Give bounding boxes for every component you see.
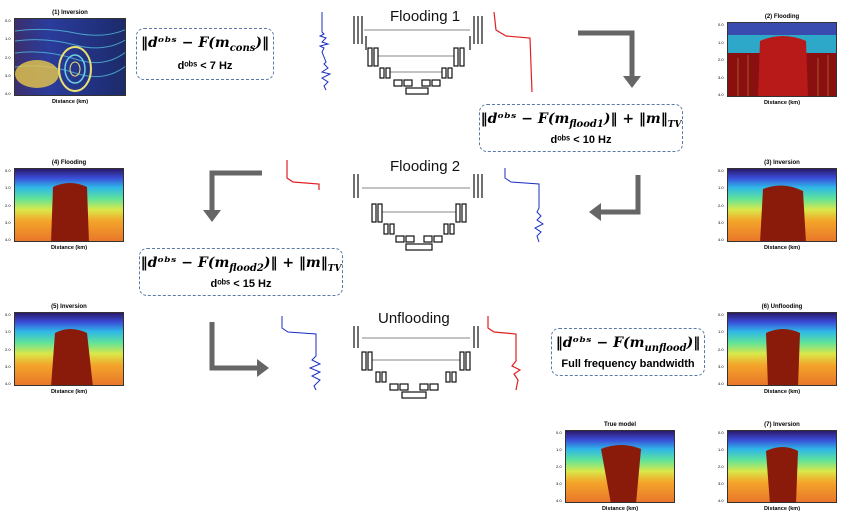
panel-title: (1) Inversion [52, 10, 88, 16]
objective-box-1: ‖dᵒᵇˢ − F(mcons)‖ dᵒᵇˢ < 7 Hz [136, 28, 274, 80]
panel-title: True model [603, 422, 636, 428]
panel-xlabel: Distance (km) [763, 245, 801, 251]
unet-diagram-3 [353, 326, 479, 399]
y-ticks: 0.0 1.0 2.0 3.0 4.0 [718, 312, 724, 386]
panel-inversion-5: (5) Inversion 0.0 1.0 2.0 3.0 4.0 Distance (… [5, 304, 124, 395]
y-ticks: 0.0 1.0 2.0 3.0 4.0 [5, 18, 11, 96]
panel-title: (3) Inversion [764, 160, 800, 166]
seismic-trace-red-3 [487, 316, 522, 391]
panel-xlabel: Distance (km) [763, 506, 801, 512]
panel-true-model: True model 0.0 1.0 2.0 3.0 4.0 Distance (km) [556, 422, 675, 512]
unet-diagram-2 [353, 174, 483, 251]
frequency-condition: Full frequency bandwidth [561, 357, 695, 370]
y-ticks: 0.0 1.0 2.0 3.0 4.0 [5, 168, 11, 242]
panel-xlabel: Distance (km) [763, 389, 801, 395]
arrow-head-4 [257, 359, 269, 377]
panel-inversion-1: (1) Inversion 0.0 1.0 2.0 3.0 4.0 Distance (… [5, 10, 126, 105]
panel-xlabel: Distance (km) [763, 100, 801, 106]
objective-box-2: ‖dᵒᵇˢ − F(mflood1)‖ + ‖m‖TV dᵒᵇˢ < 10 Hz [479, 104, 683, 152]
objective-box-3: ‖dᵒᵇˢ − F(mflood2)‖ + ‖m‖TV dᵒᵇˢ < 15 Hz [139, 248, 343, 296]
panel-xlabel: Distance (km) [601, 506, 639, 512]
seismic-trace-blue-1 [318, 12, 332, 91]
panel-flooding-2: (2) Flooding 0.0 1.0 2.0 3.0 4.0 Distance (k… [718, 14, 837, 106]
y-ticks: 0.0 1.0 2.0 3.0 4.0 [718, 430, 724, 503]
inversion-5-image [14, 312, 124, 386]
stage-title-unflooding: Unflooding [378, 310, 450, 327]
panel-unflooding-6: (6) Unflooding 0.0 1.0 2.0 3.0 4.0 Distance … [718, 304, 837, 395]
panel-title: (6) Unflooding [761, 304, 803, 310]
panel-title: (5) Inversion [51, 304, 87, 310]
objective-formula: ‖dᵒᵇˢ − F(munflood)‖ [555, 335, 701, 354]
objective-box-4: ‖dᵒᵇˢ − F(munflood)‖ Full frequency band… [551, 328, 705, 376]
panel-flooding-4: (4) Flooding 0.0 1.0 2.0 3.0 4.0 Distance (k… [5, 160, 124, 251]
frequency-condition: dᵒᵇˢ < 10 Hz [550, 133, 612, 146]
flooding-2-image [727, 22, 837, 97]
panel-title: (7) Inversion [764, 422, 800, 428]
seismic-trace-blue-2 [504, 168, 544, 243]
y-ticks: 0.0 1.0 2.0 3.0 4.0 [5, 312, 11, 386]
arrow-head-2 [589, 203, 601, 221]
objective-formula: ‖dᵒᵇˢ − F(mflood2)‖ + ‖m‖TV [140, 255, 342, 274]
inversion-3-image [727, 168, 837, 242]
y-ticks: 0.0 1.0 2.0 3.0 4.0 [718, 168, 724, 242]
objective-formula: ‖dᵒᵇˢ − F(mflood1)‖ + ‖m‖TV [480, 111, 682, 130]
seismic-trace-red-2 [286, 160, 320, 190]
panel-xlabel: Distance (km) [51, 99, 89, 105]
arrow-head-1 [623, 76, 641, 88]
unet-diagram-1 [353, 16, 483, 95]
frequency-condition: dᵒᵇˢ < 7 Hz [177, 59, 233, 72]
frequency-condition: dᵒᵇˢ < 15 Hz [210, 277, 272, 290]
panel-title: (2) Flooding [764, 14, 800, 20]
arrow-head-3 [203, 210, 221, 222]
stage-title-flooding-2: Flooding 2 [390, 158, 461, 175]
inversion-7-image [727, 430, 837, 503]
y-ticks: 0.0 1.0 2.0 3.0 4.0 [556, 430, 562, 503]
true-model-image [565, 430, 675, 503]
flooding-4-image [14, 168, 124, 242]
panel-xlabel: Distance (km) [50, 389, 88, 395]
stage-title-flooding-1: Flooding 1 [390, 8, 461, 25]
panel-inversion-7: (7) Inversion 0.0 1.0 2.0 3.0 4.0 Distance (… [718, 422, 837, 512]
objective-formula: ‖dᵒᵇˢ − F(mcons)‖ [141, 35, 269, 54]
unflooding-6-image [727, 312, 837, 386]
panel-inversion-3: (3) Inversion 0.0 1.0 2.0 3.0 4.0 Distance (… [718, 160, 837, 251]
seismic-trace-red-1 [493, 11, 533, 93]
y-ticks: 0.0 1.0 2.0 3.0 4.0 [718, 22, 724, 97]
seismic-trace-blue-3 [281, 316, 322, 391]
panel-title: (4) Flooding [51, 160, 87, 166]
panel-xlabel: Distance (km) [50, 245, 88, 251]
inversion-1-image [14, 18, 126, 96]
